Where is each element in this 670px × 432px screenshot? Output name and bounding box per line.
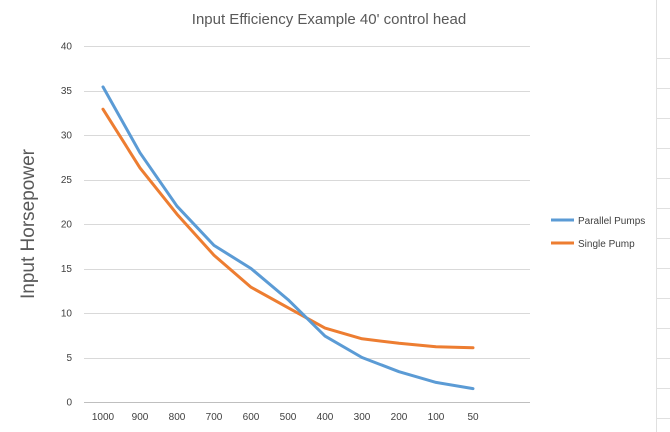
y-tick-label: 30 <box>61 131 73 142</box>
chart-title: Input Efficiency Example 40' control hea… <box>192 11 466 28</box>
series-line-single-pump <box>101 107 475 350</box>
x-axis-ticks: 1000 900 800 700 600 500 400 300 200 100 50 <box>92 412 479 423</box>
y-tick-label: 40 <box>61 42 73 53</box>
legend-label-parallel-pumps: Parallel Pumps <box>578 216 645 227</box>
x-tick-label: 100 <box>428 412 445 423</box>
x-tick-label: 600 <box>243 412 260 423</box>
x-tick-label: 500 <box>280 412 297 423</box>
y-tick-label: 35 <box>61 86 73 97</box>
y-tick-label: 25 <box>61 175 73 186</box>
x-tick-label: 1000 <box>92 412 115 423</box>
gridlines <box>84 46 530 403</box>
y-tick-label: 10 <box>61 309 73 320</box>
x-tick-label: 300 <box>354 412 371 423</box>
sheet-edge-lines <box>656 0 670 432</box>
x-tick-label: 800 <box>169 412 186 423</box>
legend-label-single-pump: Single Pump <box>578 239 635 250</box>
legend: Parallel Pumps Single Pump <box>551 216 645 250</box>
legend-item-parallel-pumps: Parallel Pumps <box>551 216 645 227</box>
x-tick-label: 200 <box>391 412 408 423</box>
y-tick-label: 0 <box>66 398 72 409</box>
y-axis-ticks: 0 5 10 15 20 25 30 35 40 <box>61 42 73 409</box>
x-tick-label: 50 <box>467 412 479 423</box>
y-tick-label: 20 <box>61 220 73 231</box>
series-lines <box>101 85 475 391</box>
series-line-parallel-pumps <box>101 85 475 391</box>
y-tick-label: 5 <box>66 353 72 364</box>
legend-item-single-pump: Single Pump <box>551 239 635 250</box>
x-tick-label: 400 <box>317 412 334 423</box>
y-axis-label: Input Horsepower <box>18 148 39 299</box>
x-tick-label: 700 <box>206 412 223 423</box>
y-tick-label: 15 <box>61 264 73 275</box>
x-tick-label: 900 <box>132 412 149 423</box>
